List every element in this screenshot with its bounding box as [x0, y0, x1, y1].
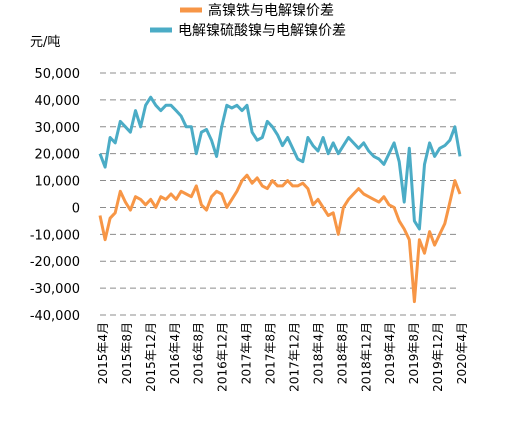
x-tick-label: 2015年12月 [144, 322, 158, 392]
y-unit-label: 元/吨 [30, 35, 60, 50]
gridlines [100, 72, 460, 316]
series-line-1 [98, 173, 462, 304]
x-tick-label: 2016年8月 [192, 322, 206, 384]
y-tick-label: 10,000 [35, 175, 81, 190]
y-tick-label: 0 [72, 201, 80, 216]
x-tick-label: 2017年12月 [288, 322, 302, 392]
y-tick-label: -30,000 [30, 282, 80, 297]
x-tick-label: 2019年12月 [431, 322, 445, 392]
y-tick-label: -20,000 [30, 255, 80, 270]
y-tick-label: -10,000 [30, 228, 80, 243]
y-tick-label: 40,000 [35, 94, 81, 109]
y-tick-labels: 50,000 40,000 30,000 20,000 10,000 0 -10,000 -2… [30, 67, 80, 324]
x-tick-label: 2019年4月 [383, 322, 397, 384]
x-tick-label: 2016年4月 [168, 322, 182, 384]
x-tick-label: 2016年12月 [216, 322, 230, 392]
x-tick-label: 2015年4月 [96, 322, 110, 384]
legend: 高镍铁与电解镍价差 电解镍硫酸镍与电解镍价差 [150, 2, 346, 39]
series-lines [98, 95, 462, 304]
x-tick-label: 2020年4月 [455, 322, 469, 384]
y-tick-label: 20,000 [35, 148, 81, 163]
series-line-2 [98, 95, 462, 231]
legend-label-series-2: 电解镍硫酸镍与电解镍价差 [178, 23, 346, 39]
y-tick-label: -40,000 [30, 309, 80, 324]
x-tick-label: 2018年4月 [311, 322, 325, 384]
x-tick-label: 2019年8月 [407, 322, 421, 384]
legend-label-series-1: 高镍铁与电解镍价差 [208, 2, 334, 19]
x-tick-label: 2015年8月 [120, 322, 134, 384]
x-tick-labels: 2015年4月 2015年8月 2015年12月 2016年4月 2016年8月 2016… [96, 322, 469, 392]
x-tick-label: 2017年8月 [264, 322, 278, 384]
y-tick-label: 50,000 [35, 67, 81, 82]
x-tick-label: 2018年12月 [359, 322, 373, 392]
x-tick-label: 2017年4月 [240, 322, 254, 384]
y-tick-label: 30,000 [35, 121, 81, 136]
x-tick-label: 2018年8月 [335, 322, 349, 384]
